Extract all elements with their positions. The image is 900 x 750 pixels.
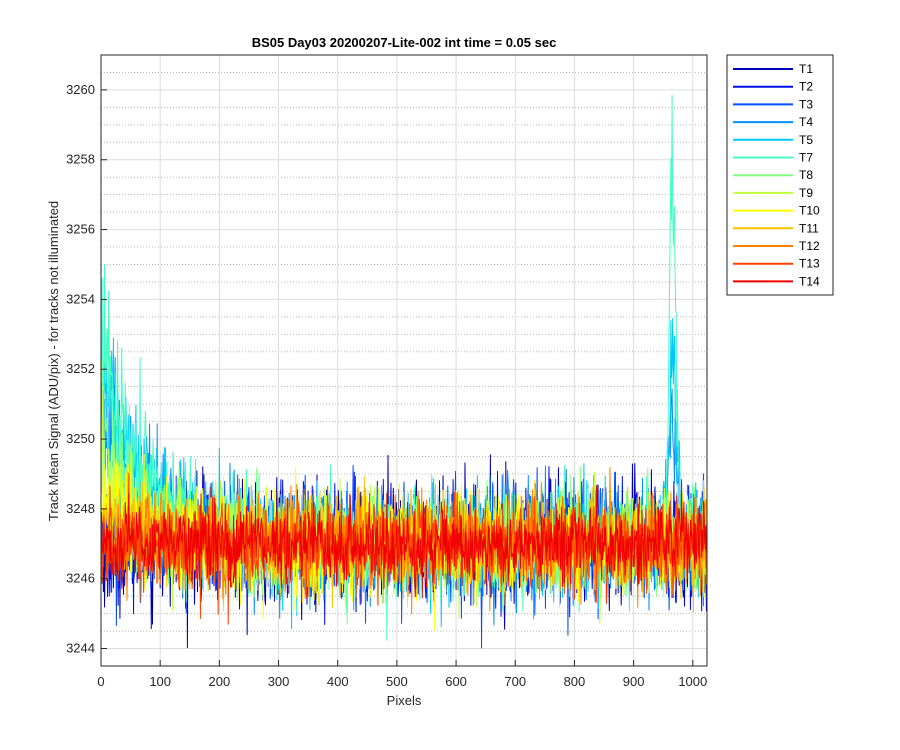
legend-label: T8 <box>799 168 813 182</box>
legend-label: T2 <box>799 80 813 94</box>
y-tick-label: 3256 <box>66 222 95 237</box>
legend-label: T14 <box>799 274 820 288</box>
x-tick-label: 400 <box>327 674 349 689</box>
y-tick-label: 3254 <box>66 291 95 306</box>
x-axis-label: Pixels <box>387 693 422 708</box>
x-tick-label: 100 <box>149 674 171 689</box>
x-tick-label: 0 <box>97 674 104 689</box>
series-line-t14 <box>101 478 707 599</box>
x-axis-ticks: 0 100 200 300 400 500 600 700 800 900 1000 <box>97 660 707 689</box>
legend-label: T12 <box>799 239 820 253</box>
y-axis-ticks: 3244 3246 3248 3250 3252 3254 3256 3258 3260 <box>66 82 107 656</box>
y-tick-label: 3250 <box>66 431 95 446</box>
x-tick-label: 700 <box>504 674 526 689</box>
y-tick-label: 3244 <box>66 641 95 656</box>
series-lines <box>101 94 707 649</box>
legend: T1 T2 T3 T4 T5 T7 T8 T9 T10 T11 T12 T13 T14 <box>726 54 834 296</box>
x-tick-label: 600 <box>445 674 467 689</box>
x-tick-label: 1000 <box>678 674 707 689</box>
y-tick-label: 3248 <box>66 501 95 516</box>
legend-label: T3 <box>799 97 813 111</box>
y-axis-label: Track Mean Signal (ADU/pix) - for tracks… <box>46 201 61 521</box>
x-tick-label: 500 <box>386 674 408 689</box>
legend-label: T13 <box>799 257 820 271</box>
x-tick-label: 800 <box>564 674 586 689</box>
legend-label: T11 <box>799 221 819 235</box>
x-tick-label: 900 <box>623 674 645 689</box>
legend-label: T1 <box>799 62 813 76</box>
x-tick-label: 200 <box>209 674 231 689</box>
legend-label: T9 <box>799 186 813 200</box>
y-tick-label: 3260 <box>66 82 95 97</box>
legend-label: T5 <box>799 133 813 147</box>
y-tick-label: 3252 <box>66 361 95 376</box>
x-tick-label: 300 <box>268 674 290 689</box>
legend-label: T10 <box>799 204 820 218</box>
plot-border <box>100 54 708 667</box>
y-tick-label: 3246 <box>66 571 95 586</box>
legend-label: T4 <box>799 115 813 129</box>
y-tick-label: 3258 <box>66 152 95 167</box>
chart-title: BS05 Day03 20200207-Lite-002 int time = … <box>252 35 557 50</box>
legend-label: T7 <box>799 151 813 165</box>
